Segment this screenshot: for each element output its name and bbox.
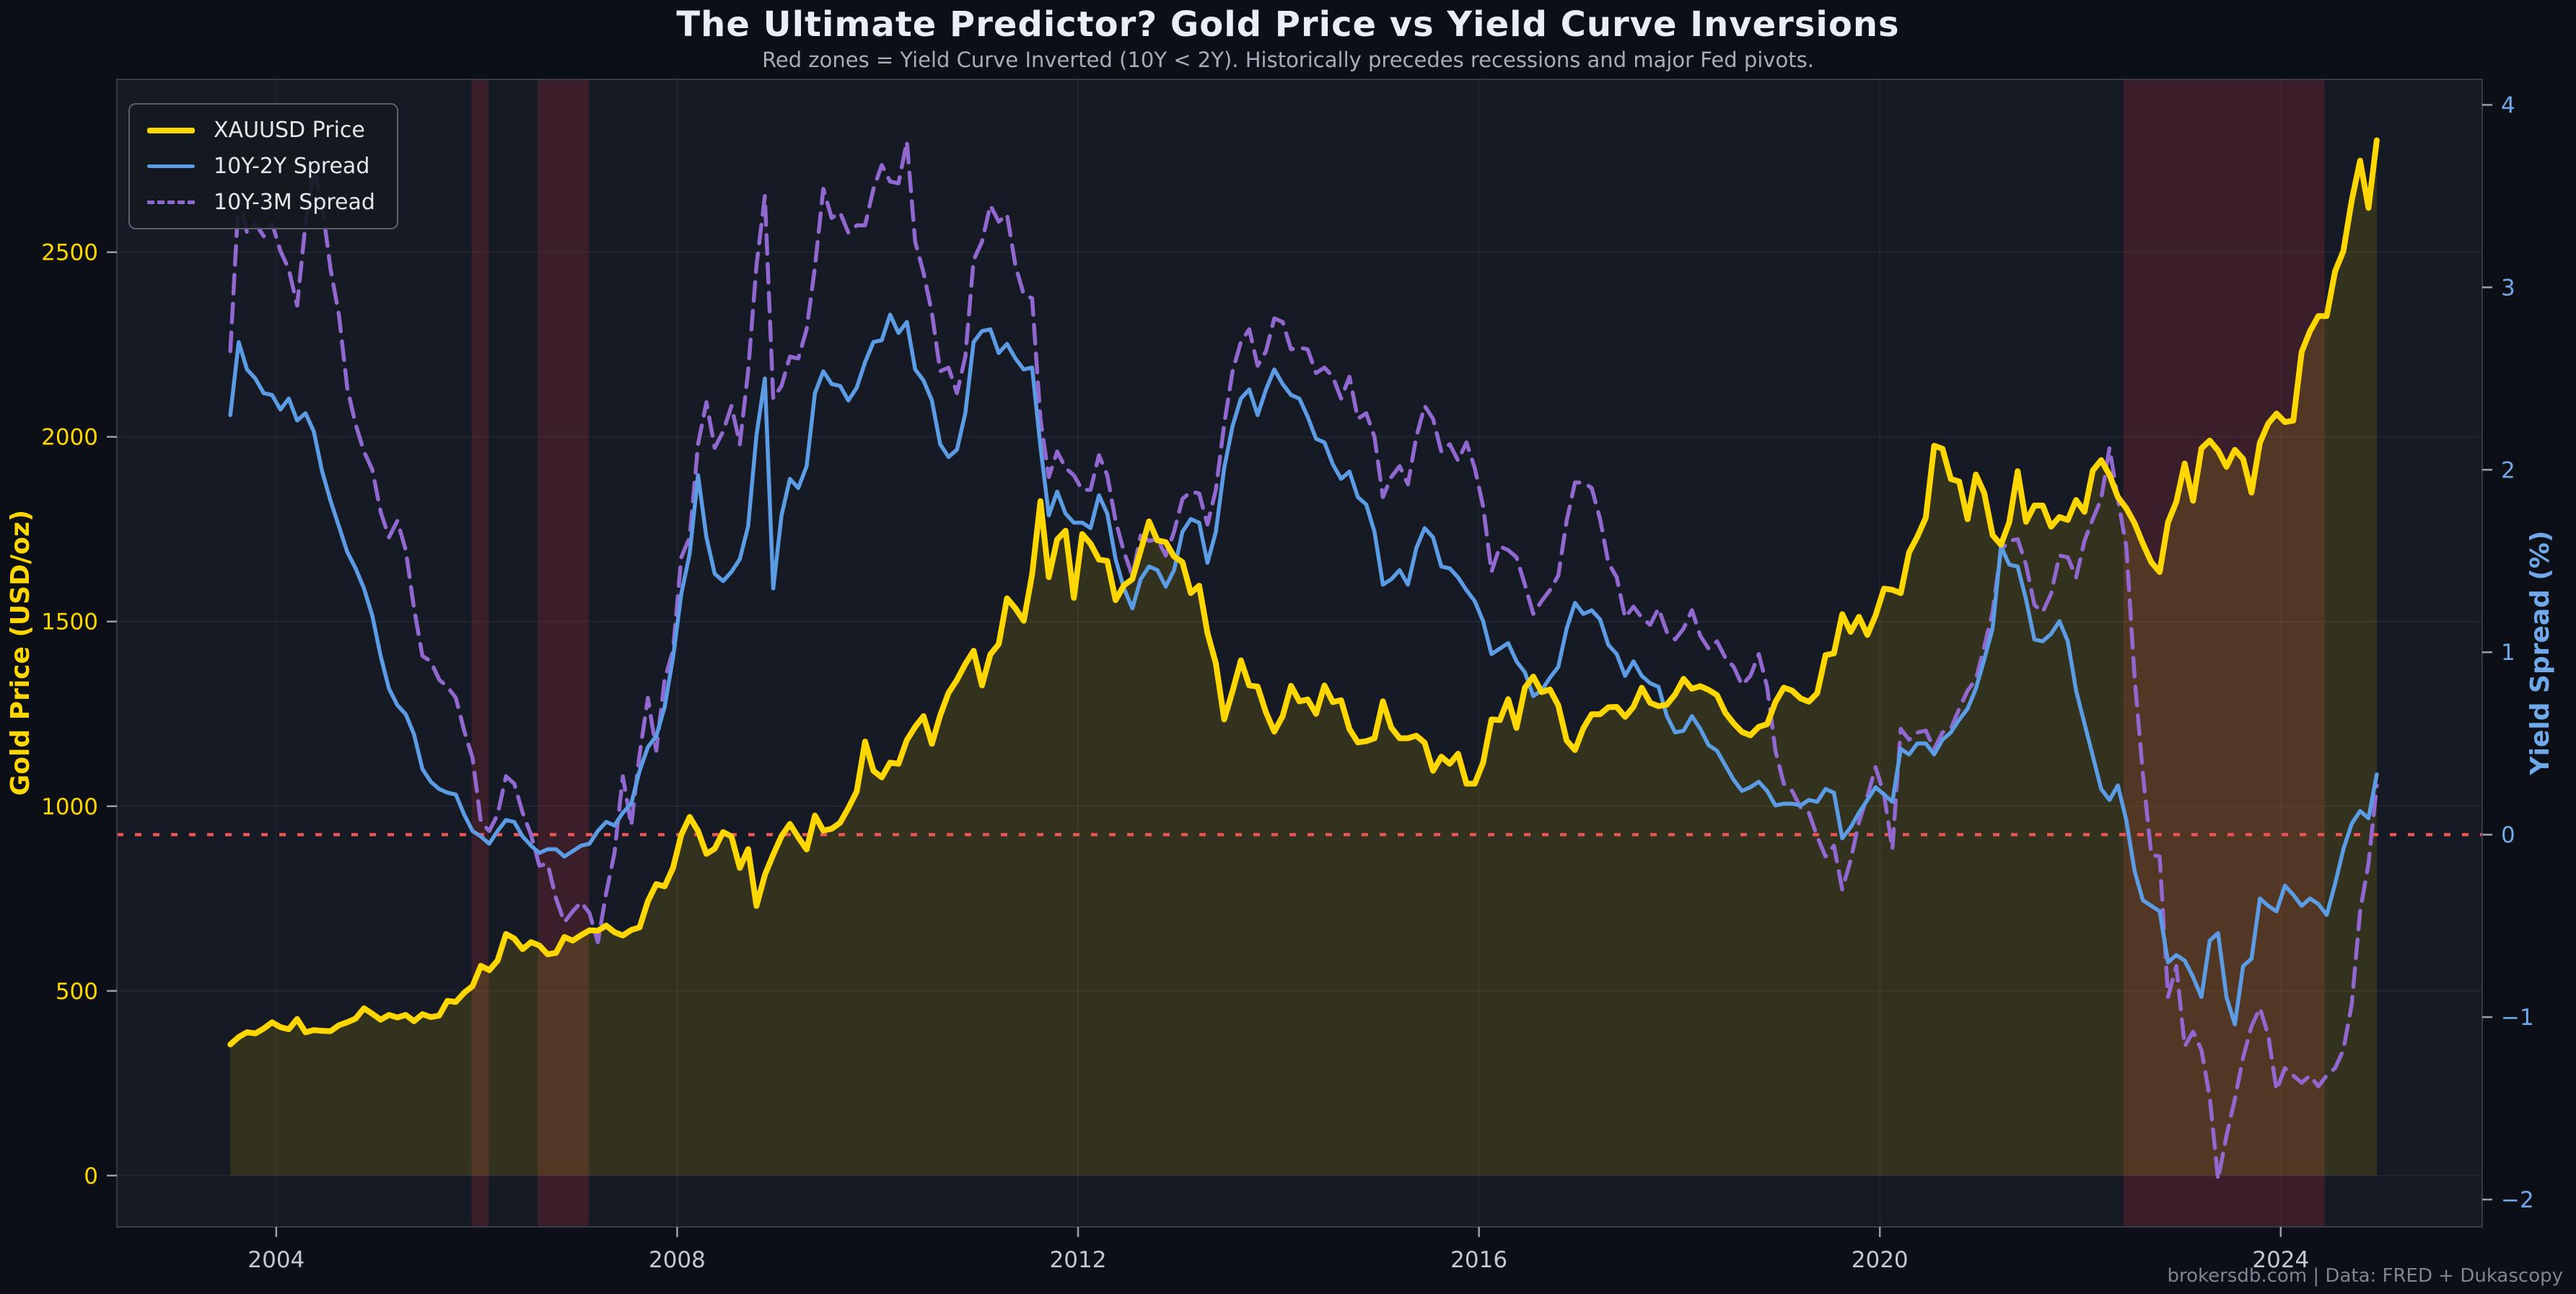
plot-border [116,79,2483,1228]
legend-label: 10Y-2Y Spread [214,154,370,179]
left-tick-label: 0 [84,1163,98,1189]
right-axis-title: Yield Spread (%) [2525,531,2555,776]
series-line-xauusd-price [227,137,2380,1047]
yield-curve-inversion-band [538,79,590,1227]
left-tick-label: 1000 [41,794,98,820]
x-tick-label: 2024 [2252,1247,2309,1273]
yield-curve-inversion-band [2123,79,2325,1227]
right-tick-label: 4 [2501,92,2515,118]
series-line-10y-2y-spread [228,312,2379,1026]
right-tick-label: 0 [2501,822,2515,848]
spread-10y2y-line-swatch-icon [147,164,195,168]
chart-title: The Ultimate Predictor? Gold Price vs Yi… [676,4,1900,45]
attribution: brokersdb.com | Data: FRED + Dukascopy [2167,1265,2563,1287]
x-tick-label: 2008 [649,1247,706,1273]
legend-label: XAUUSD Price [214,118,365,143]
legend-item-10y3m: 10Y-3M Spread [147,190,375,215]
xauusd-line-swatch-icon [147,127,195,133]
x-tick-label: 2012 [1050,1247,1107,1273]
right-tick-label: 1 [2501,640,2515,666]
left-tick-label: 500 [56,979,98,1005]
gold-area-fill [230,140,2377,1176]
chart-subtitle: Red zones = Yield Curve Inverted (10Y < … [762,48,1814,72]
legend: XAUUSD Price 10Y-2Y Spread 10Y-3M Spread [128,103,398,229]
x-tick-label: 2016 [1450,1247,1507,1273]
right-tick-label: 2 [2501,457,2515,483]
right-tick-label: −2 [2501,1187,2534,1213]
yield-curve-inversion-band [471,79,489,1227]
spread-10y3m-dashed-swatch-icon [147,201,195,204]
left-tick-label: 2000 [41,425,98,451]
x-tick-label: 2004 [247,1247,305,1273]
legend-item-10y2y: 10Y-2Y Spread [147,154,375,179]
plot-background [117,79,2482,1227]
left-axis-title: Gold Price (USD/oz) [6,510,35,796]
legend-label: 10Y-3M Spread [214,190,375,215]
legend-item-xauusd: XAUUSD Price [147,118,375,143]
left-tick-label: 2500 [41,240,98,266]
left-tick-label: 1500 [41,609,98,635]
right-tick-label: −1 [2501,1005,2534,1031]
series-line-10y-3m-spread [228,139,2379,1181]
x-tick-label: 2020 [1852,1247,1909,1273]
right-tick-label: 3 [2501,275,2515,301]
